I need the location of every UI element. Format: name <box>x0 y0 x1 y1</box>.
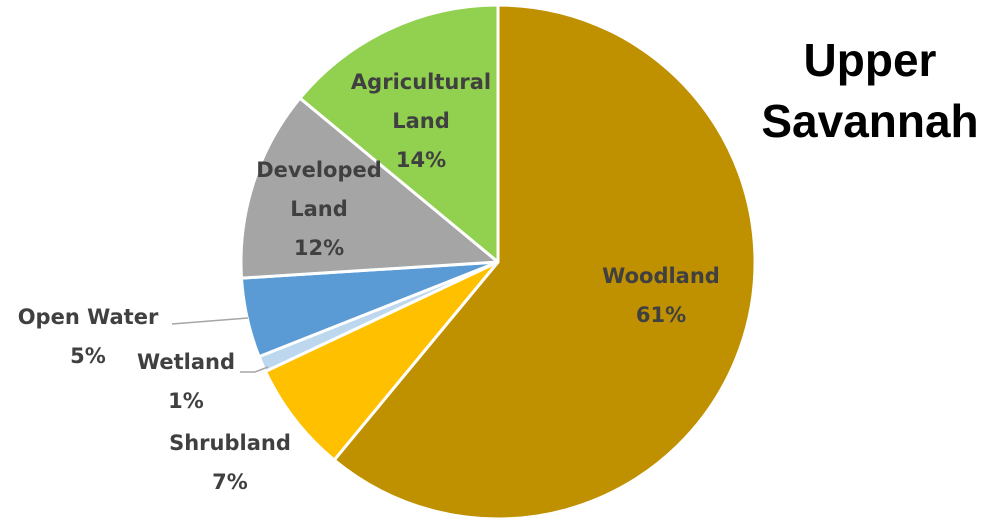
chart-title-line-2: Savannah <box>761 95 978 147</box>
data-label-woodland-line-2: 61% <box>636 303 686 327</box>
data-label-developed-land-line-1: Developed <box>256 158 382 182</box>
leader-line-open-water <box>171 317 249 325</box>
data-label-developed-land-line-2: Land <box>290 197 348 221</box>
pie-slice-agricultural-land <box>298 3 500 264</box>
data-label-wetland-line-1: Wetland <box>137 350 235 374</box>
pie-slice-shrubland <box>263 260 500 462</box>
pie-slice-woodland <box>332 3 757 518</box>
chart-title-line-1: Upper <box>804 34 937 86</box>
data-label-open-water-line-1: Open Water <box>18 305 159 329</box>
data-label-agricultural-land-line-3: 14% <box>396 148 446 172</box>
data-label-open-water-line-2: 5% <box>70 344 106 368</box>
leader-lines <box>171 317 269 373</box>
data-label-woodland-line-1: Woodland <box>602 264 720 288</box>
data-label-developed-land-line-3: 12% <box>294 236 344 260</box>
data-label-shrubland-line-1: Shrubland <box>169 431 291 455</box>
pie-slices <box>239 3 757 518</box>
data-label-shrubland-line-2: 7% <box>212 470 248 494</box>
slice-labels: Woodland 61% Shrubland 7% Wetland 1% Open Wate… <box>18 70 720 494</box>
data-label-agricultural-land-line-2: Land <box>392 109 450 133</box>
pie-slice-developed-land <box>239 96 500 280</box>
data-label-wetland-line-2: 1% <box>168 389 204 413</box>
leader-line-wetland <box>240 366 269 373</box>
data-label-agricultural-land-line-1: Agricultural <box>351 70 491 94</box>
